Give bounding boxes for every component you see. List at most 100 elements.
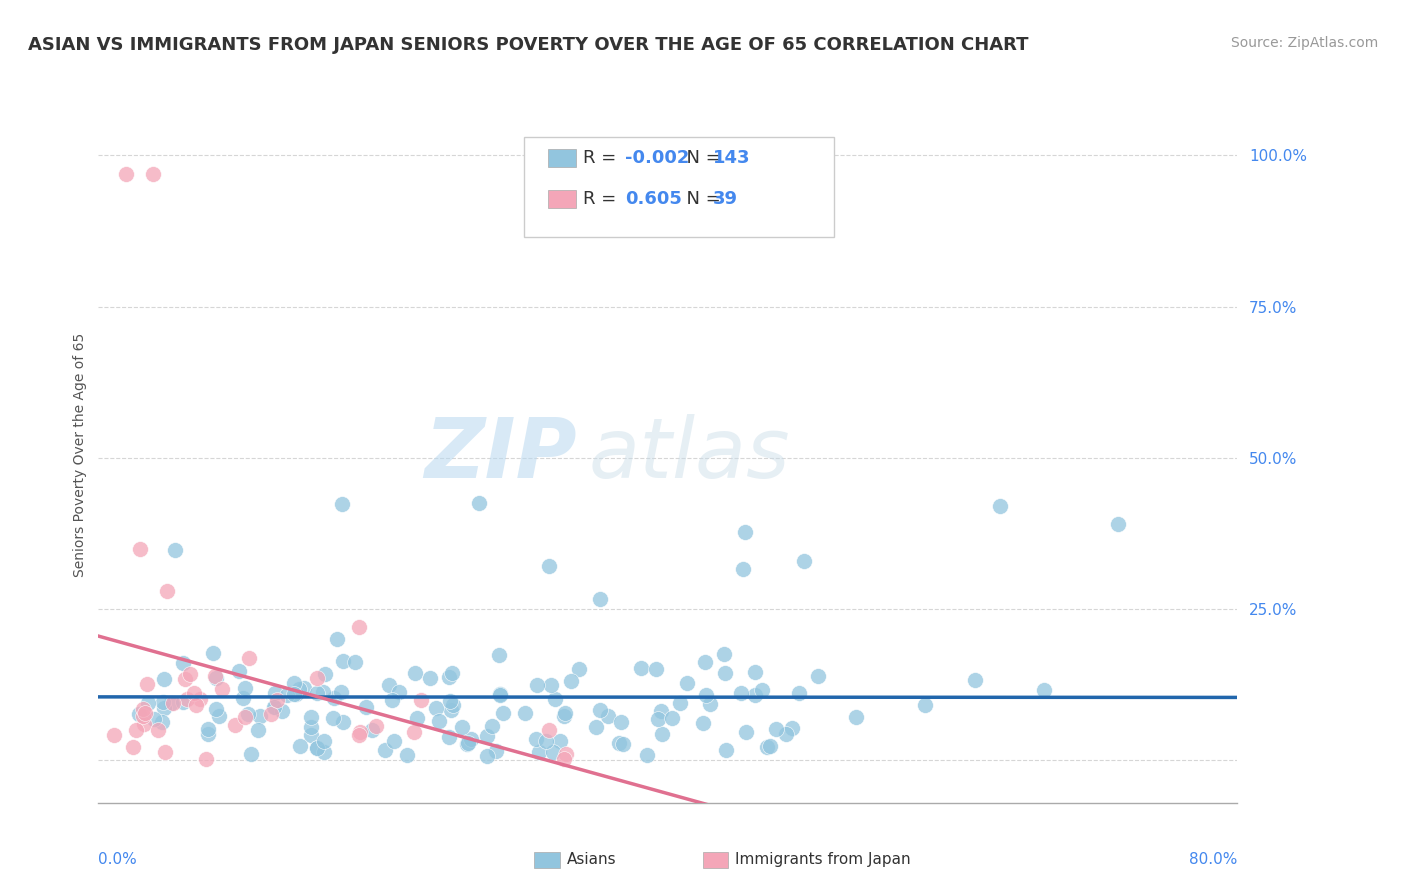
Point [692,716,714,731]
Point [326,632,349,647]
Point [332,715,354,730]
Point [332,654,354,668]
Point [651,726,673,740]
Point [211,681,233,696]
Point [228,664,250,678]
Point [266,692,288,706]
Point [526,678,548,692]
Point [285,687,308,701]
Point [299,710,322,724]
Point [554,706,576,720]
Point [184,698,207,712]
Point [735,725,758,739]
Point [224,718,246,732]
Point [524,731,547,746]
Text: 143: 143 [713,149,749,167]
Point [128,707,150,722]
Point [136,696,159,710]
Point [439,730,461,744]
Point [481,719,503,733]
Point [695,688,717,702]
Point [787,686,810,700]
Point [150,714,173,729]
Point [382,734,405,748]
Point [589,703,612,717]
Point [714,743,737,757]
Point [332,498,354,512]
Point [425,700,447,714]
Point [730,686,752,700]
Text: N =: N = [675,190,725,208]
Point [204,669,226,683]
Point [914,698,936,713]
Point [744,688,766,702]
Point [538,723,561,737]
Point [515,706,537,720]
Point [404,666,426,681]
Point [354,699,377,714]
Point [541,745,564,759]
Text: ZIP: ZIP [425,415,576,495]
Point [283,676,305,690]
Point [176,691,198,706]
Point [134,706,156,720]
Point [156,584,179,599]
Point [299,728,322,742]
Point [307,740,329,755]
Text: Source: ZipAtlas.com: Source: ZipAtlas.com [1230,36,1378,50]
Point [381,693,404,707]
Point [759,739,782,754]
Point [475,729,498,743]
Point [205,702,228,716]
Point [240,747,263,761]
Point [568,661,591,675]
Point [163,543,186,558]
Text: atlas: atlas [588,415,790,495]
Text: R =: R = [583,190,623,208]
Point [162,696,184,710]
Point [456,737,478,751]
Point [132,702,155,716]
Point [733,562,755,576]
Point [439,703,461,717]
Point [172,657,194,671]
Point [259,706,281,721]
Point [437,669,460,683]
Point [988,500,1011,514]
Point [1033,682,1056,697]
Point [650,704,672,718]
Point [179,666,201,681]
Point [527,745,550,759]
Point [153,673,176,687]
Point [460,732,482,747]
Point [312,685,335,699]
Point [264,700,287,714]
Point [142,167,165,181]
Point [208,709,231,723]
Point [475,748,498,763]
Point [374,743,396,757]
Point [283,687,305,701]
Point [292,681,315,695]
Point [174,672,197,686]
Point [155,745,177,759]
Point [411,692,433,706]
Point [344,655,367,669]
Text: 0.605: 0.605 [626,190,682,208]
Point [612,737,634,751]
Point [780,722,803,736]
Point [307,672,329,686]
Point [489,688,512,702]
Point [366,719,388,733]
Point [610,715,633,730]
Point [314,733,336,747]
Point [146,723,169,738]
Point [103,728,125,742]
Point [550,733,572,747]
Point [160,696,183,710]
Point [349,725,371,739]
Point [264,686,287,700]
Point [202,646,225,660]
Point [361,723,384,737]
Point [775,726,797,740]
